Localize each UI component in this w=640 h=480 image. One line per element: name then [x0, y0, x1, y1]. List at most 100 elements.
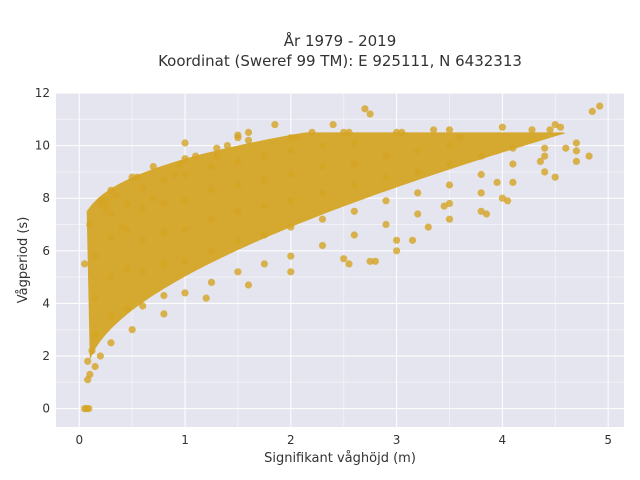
data-point: [393, 247, 401, 255]
data-point: [181, 197, 189, 205]
y-tick-labels: 0 2 4 6 8 10 12: [35, 86, 50, 416]
data-point: [477, 189, 485, 197]
data-point: [382, 152, 390, 160]
data-point: [260, 231, 268, 239]
data-point: [318, 142, 327, 150]
data-point: [181, 170, 189, 179]
x-tick-label: 5: [604, 433, 612, 447]
data-point: [107, 273, 115, 281]
data-point: [350, 181, 358, 189]
data-point: [234, 131, 242, 139]
data-point: [207, 186, 216, 194]
data-point: [546, 126, 554, 134]
data-point: [91, 252, 99, 260]
data-point: [572, 157, 581, 165]
data-point: [541, 144, 549, 152]
data-point: [287, 147, 295, 155]
data-point: [271, 121, 279, 129]
data-point: [350, 160, 358, 168]
y-tick-label: 8: [42, 191, 50, 205]
data-point: [176, 160, 184, 168]
data-point: [107, 312, 115, 321]
data-point: [440, 202, 448, 210]
dense-point-cloud: [86, 132, 566, 360]
data-point: [292, 134, 300, 142]
data-point: [345, 260, 353, 268]
data-point: [414, 147, 422, 155]
data-point: [509, 160, 517, 168]
data-point: [596, 102, 604, 110]
data-point: [86, 370, 94, 378]
data-point: [84, 357, 92, 365]
y-axis-title: Vågperiod (s): [16, 217, 31, 304]
data-point: [123, 265, 131, 273]
data-point: [260, 176, 268, 184]
data-point: [149, 194, 157, 202]
data-point: [139, 268, 147, 276]
data-point: [160, 176, 168, 184]
data-point: [86, 220, 94, 229]
data-point: [123, 199, 131, 208]
data-point: [329, 121, 337, 129]
data-point: [133, 173, 141, 181]
data-point: [123, 305, 131, 313]
y-tick-label: 4: [42, 296, 50, 310]
data-point: [234, 268, 242, 276]
y-tick-label: 0: [42, 402, 50, 416]
data-point: [371, 257, 379, 265]
data-point: [424, 223, 432, 231]
x-axis-title: Signifikant våghöjd (m): [264, 451, 416, 466]
data-point: [244, 281, 253, 289]
data-point: [477, 170, 485, 179]
data-point: [234, 157, 242, 165]
data-point: [318, 189, 327, 197]
data-point: [414, 168, 422, 176]
data-point: [181, 226, 189, 234]
data-point: [509, 144, 517, 152]
data-point: [528, 126, 536, 134]
data-point: [118, 223, 126, 231]
chart-title-line-2: Koordinat (Sweref 99 TM): E 925111, N 64…: [158, 52, 522, 70]
data-point: [91, 362, 99, 371]
data-point: [91, 331, 99, 339]
data-point: [149, 163, 157, 171]
data-point: [393, 236, 401, 244]
data-point: [445, 160, 454, 168]
data-point: [234, 181, 242, 189]
data-point: [160, 228, 168, 236]
data-point: [588, 107, 596, 115]
data-point: [192, 152, 200, 160]
data-point: [414, 189, 422, 197]
data-point: [160, 310, 168, 318]
data-point: [477, 207, 485, 215]
data-point: [445, 126, 454, 134]
data-point: [482, 210, 491, 218]
data-point: [366, 110, 374, 118]
data-point: [112, 192, 120, 200]
y-tick-label: 6: [42, 244, 50, 258]
data-point: [207, 163, 216, 171]
data-point: [107, 339, 115, 347]
data-point: [340, 255, 348, 263]
data-point: [340, 128, 348, 136]
data-point: [408, 236, 417, 244]
data-point: [509, 178, 517, 186]
data-point: [445, 215, 454, 223]
data-point: [585, 152, 593, 160]
data-point: [107, 210, 115, 218]
data-point: [366, 257, 374, 265]
data-points: [81, 102, 604, 413]
data-point: [287, 223, 295, 231]
data-point: [445, 142, 454, 150]
x-tick-label: 2: [287, 433, 295, 447]
x-tick-labels: 0 1 2 3 4 5: [75, 433, 612, 447]
data-point: [318, 241, 327, 250]
data-point: [541, 168, 549, 176]
data-point: [234, 207, 242, 215]
data-point: [160, 291, 168, 300]
y-tick-label: 2: [42, 349, 50, 363]
data-point: [456, 134, 464, 142]
data-point: [287, 134, 295, 142]
data-point: [350, 139, 358, 147]
